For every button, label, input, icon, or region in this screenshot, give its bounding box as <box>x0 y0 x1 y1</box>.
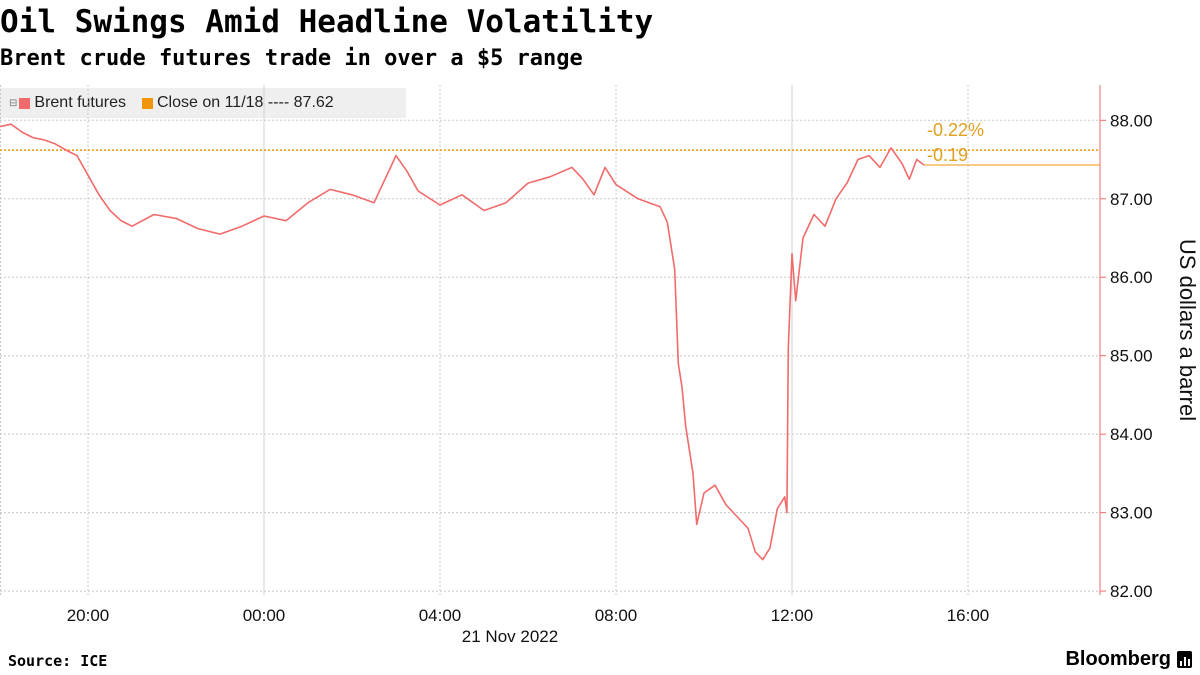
chart-legend: ⊟ Brent futures Close on 11/18 ---- 87.6… <box>0 88 406 118</box>
legend-item-brent[interactable]: Brent futures <box>19 94 126 112</box>
y-tick-label: 84.00 <box>1110 425 1153 444</box>
annotation-abs-change: -0.19 <box>927 145 968 165</box>
y-tick-label: 87.00 <box>1110 190 1153 209</box>
y-tick-label: 86.00 <box>1110 268 1153 287</box>
x-tick-label: 04:00 <box>419 606 462 625</box>
x-tick-label: 08:00 <box>595 606 638 625</box>
y-tick-label: 88.00 <box>1110 111 1153 130</box>
y-tick-label: 82.00 <box>1110 582 1153 601</box>
legend-label-brent: Brent futures <box>34 94 126 111</box>
y-axis-label: US dollars a barrel <box>1175 239 1200 421</box>
y-tick-label: 85.00 <box>1110 347 1153 366</box>
legend-swatch-close <box>142 97 153 109</box>
bloomberg-terminal-icon <box>1177 651 1192 668</box>
x-axis-label: 21 Nov 2022 <box>462 627 558 645</box>
y-tick-label: 83.00 <box>1110 504 1153 523</box>
bloomberg-logo: Bloomberg <box>1065 648 1192 671</box>
chart-title: Oil Swings Amid Headline Volatility <box>0 4 654 40</box>
x-tick-label: 20:00 <box>67 606 110 625</box>
x-tick-label: 00:00 <box>243 606 286 625</box>
collapse-icon[interactable]: ⊟ <box>9 97 18 109</box>
legend-item-close[interactable]: Close on 11/18 ---- 87.62 <box>142 94 334 112</box>
price-chart: 82.00 83.00 84.00 85.00 86.00 87.00 88.00 20:00… <box>0 85 1200 645</box>
annotation-pct-change: -0.22% <box>927 120 984 140</box>
brand-name: Bloomberg <box>1065 648 1171 670</box>
legend-swatch-brent <box>19 97 31 109</box>
x-tick-label: 12:00 <box>771 606 814 625</box>
chart-subtitle: Brent crude futures trade in over a $5 r… <box>0 46 583 71</box>
x-tick-label: 16:00 <box>947 606 990 625</box>
legend-label-close: Close on 11/18 ---- 87.62 <box>157 94 334 111</box>
source-note: Source: ICE <box>8 652 108 670</box>
series-line-brent <box>0 123 925 561</box>
